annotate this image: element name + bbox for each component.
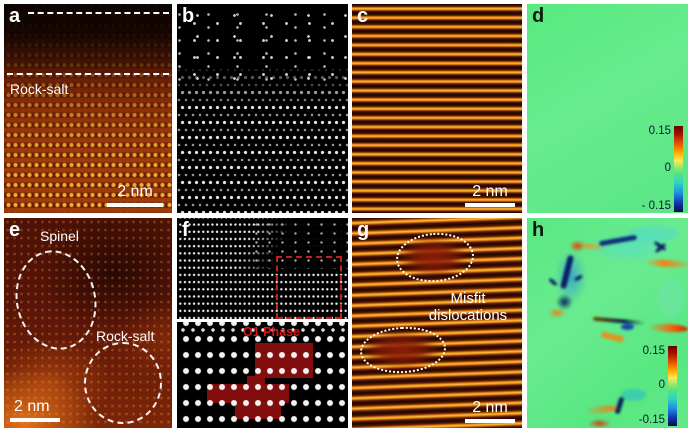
misfit-dislocations-label: Misfit dislocations [414, 290, 522, 325]
panel-label-f: f [182, 219, 189, 241]
scale-bar-g: 2 nm [465, 399, 515, 423]
panel-f-overview: f [177, 218, 348, 319]
strain-features-layer [527, 218, 688, 428]
misfit-line1: Misfit [450, 290, 486, 307]
colorbar-d-min: - 0.15 [641, 199, 671, 212]
scale-bar-c: 2 nm [465, 183, 515, 207]
dislocation-feature [600, 331, 625, 343]
dislocation-core-smear [362, 332, 440, 368]
scale-bar-e: 2 nm [10, 398, 60, 422]
scale-bar-c-text: 2 nm [472, 183, 508, 201]
panel-d-strain-map: d 0.15 0 - 0.15 [527, 4, 688, 213]
colorbar-h-mid: 0 [658, 379, 665, 392]
colorbar-h-min: -0.15 [638, 413, 665, 426]
panel-label-e: e [9, 219, 21, 241]
dislocation-feature [569, 240, 586, 252]
panel-a-stem-image: a Rock-salt 2 nm [4, 4, 172, 213]
panel-b-dot-map: b [177, 4, 348, 213]
dislocation-feature [621, 324, 634, 330]
dark-surface-layer-shading [4, 4, 172, 213]
spinel-label: Spinel [40, 228, 79, 244]
scattered-atoms-texture [245, 218, 348, 269]
panel-label-c: c [357, 5, 369, 27]
dislocation-feature [592, 316, 646, 326]
panel-h-strain-map: h 0.15 0 -0.15 [527, 218, 688, 428]
interface-dashed-line [7, 73, 169, 75]
scale-bar-a-line [107, 203, 163, 207]
dislocation-feature [548, 308, 566, 318]
zoom-region-red-dashed-box [276, 256, 342, 319]
panel-e-stem-image: e Spinel Rock-salt 2 nm [4, 218, 172, 428]
colorbar-d: 0.15 0 - 0.15 [641, 125, 683, 212]
scale-bar-e-text: 2 nm [14, 398, 50, 416]
panel-label-d: d [532, 5, 545, 27]
scattered-atoms-texture [177, 12, 348, 84]
dislocation-feature [556, 294, 573, 310]
colorbar-h-max: 0.15 [642, 345, 665, 357]
dislocation-feature [614, 396, 625, 415]
scale-bar-c-line [465, 203, 515, 207]
rock-salt-region-label: Rock-salt [10, 81, 69, 97]
panel-g-misfit-dislocations: g Misfit dislocations 2 nm [352, 218, 522, 428]
panel-label-a: a [9, 5, 21, 27]
panel-label-g: g [357, 219, 370, 241]
scale-bar-a-text: 2 nm [117, 183, 153, 201]
dislocation-core-smear [398, 238, 468, 276]
misfit-line2: dislocations [428, 306, 508, 324]
dislocation-feature [588, 419, 611, 428]
panel-f-dot-map-with-inset: f O1 Phase [177, 218, 348, 428]
scale-bar-g-text: 2 nm [472, 399, 508, 417]
panel-f-zoom-inset: O1 Phase [177, 322, 348, 428]
colorbar-d-labels: 0.15 0 - 0.15 [641, 125, 671, 212]
scale-bar-g-line [465, 419, 515, 423]
o1-phase-label: O1 Phase [243, 325, 300, 339]
panel-label-b: b [182, 5, 195, 27]
colorbar-h-labels: 0.15 0 -0.15 [638, 345, 665, 426]
scale-bar-e-line [10, 418, 60, 422]
dislocation-feature [649, 323, 688, 333]
panel-c-lattice-fringes: c 2 nm [352, 4, 522, 213]
colorbar-d-max: 0.15 [648, 125, 671, 137]
colorbar-h: 0.15 0 -0.15 [638, 345, 677, 426]
panel-label-h: h [532, 219, 545, 241]
scale-bar-a: 2 nm [107, 183, 163, 207]
dislocation-feature [644, 258, 688, 269]
rock-salt-region-ellipse [84, 342, 162, 424]
rock-salt-label: Rock-salt [96, 328, 155, 344]
colorbar-d-gradient [674, 126, 683, 212]
strain-feature [657, 280, 685, 318]
strain-feature [621, 389, 646, 401]
large-atom-dots-texture [177, 322, 348, 428]
dislocation-feature [585, 404, 618, 415]
colorbar-d-mid: 0 [664, 162, 671, 175]
surface-dashed-line [28, 12, 169, 14]
colorbar-h-gradient [668, 346, 677, 426]
